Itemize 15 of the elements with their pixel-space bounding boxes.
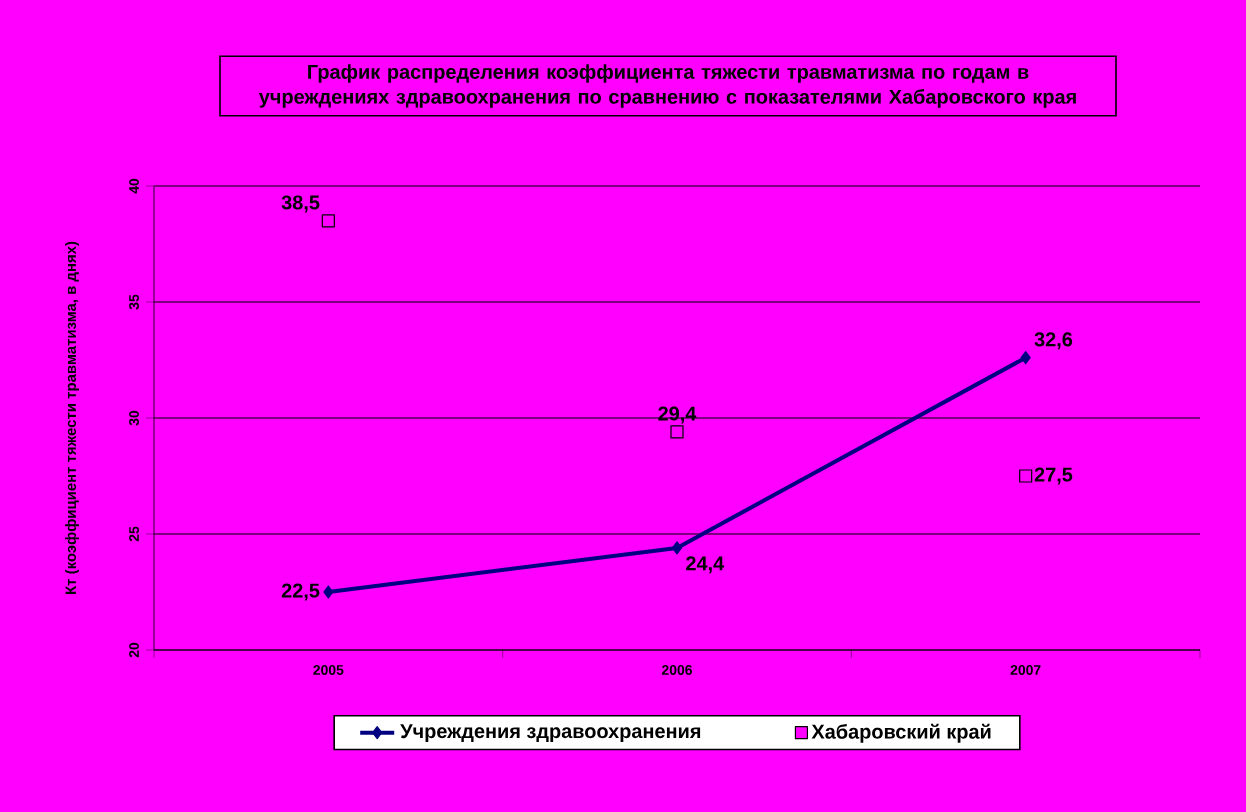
data-label: 38,5 [281, 195, 320, 213]
data-label: 29,4 [658, 406, 697, 424]
data-label: 22,5 [281, 583, 320, 601]
legend-label: Учреждения здравоохранения [400, 724, 701, 743]
chart-title: График распределения коэффициента тяжести травматизма по годам в учреждениях здравоохранения по сравнению с показателями Хабаровского края [258, 64, 1076, 108]
data-label: 24,4 [686, 556, 725, 574]
point [321, 214, 335, 228]
data-label: 32,6 [1034, 332, 1073, 350]
point [323, 585, 334, 599]
legend-label: Хабаровский край [811, 723, 991, 743]
point [1020, 351, 1031, 365]
point [1019, 469, 1033, 483]
data-label: 27,5 [1034, 467, 1073, 485]
point [671, 541, 683, 555]
point [670, 425, 684, 439]
